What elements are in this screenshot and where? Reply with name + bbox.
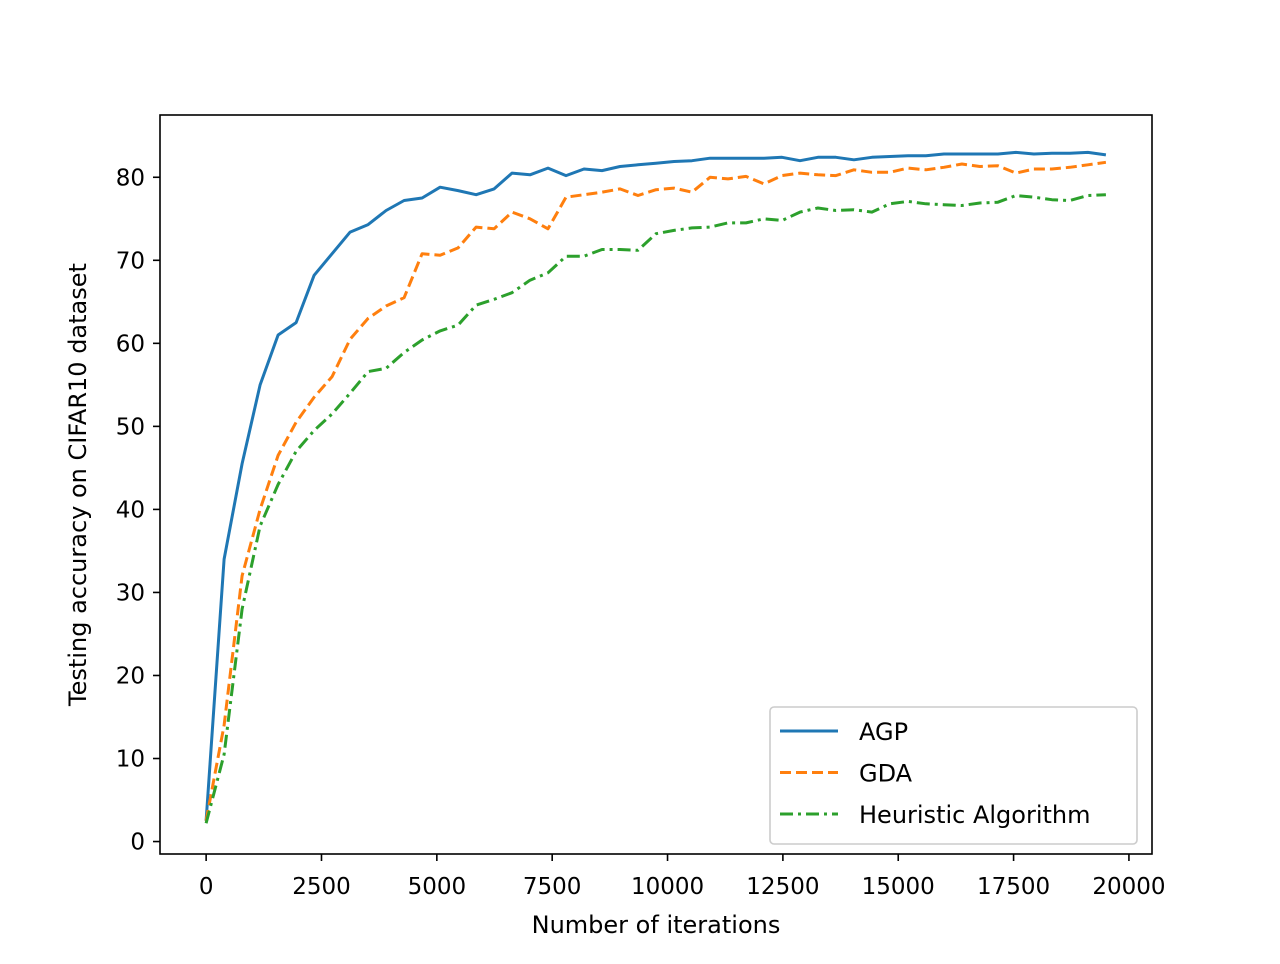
plot-frame bbox=[159, 114, 1153, 855]
x-tick-label: 10000 bbox=[631, 874, 704, 900]
series-line-1 bbox=[204, 150, 1107, 821]
x-tick-label: 17500 bbox=[977, 874, 1050, 900]
legend-label-2: GDA bbox=[859, 760, 913, 788]
y-tick-label: 80 bbox=[116, 165, 145, 191]
y-tick-label: 30 bbox=[116, 580, 145, 606]
legend: AGP GDA Heuristic Algorithm bbox=[769, 706, 1138, 845]
x-tick-label: 15000 bbox=[862, 874, 935, 900]
x-tick-label: 7500 bbox=[523, 874, 582, 900]
legend-label-1: AGP bbox=[859, 718, 908, 746]
series-line-3 bbox=[204, 193, 1106, 824]
x-axis-label: Number of iterations bbox=[532, 911, 781, 939]
x-tick-label: 12500 bbox=[746, 874, 819, 900]
y-tick-label: 40 bbox=[116, 497, 145, 523]
series-lines bbox=[204, 150, 1107, 824]
x-tick-label: 20000 bbox=[1092, 874, 1165, 900]
y-tick-label: 70 bbox=[116, 248, 145, 274]
y-axis-label: Testing accuracy on CIFAR10 dataset bbox=[64, 263, 92, 707]
y-tick-label: 20 bbox=[116, 663, 145, 689]
y-tick-label: 10 bbox=[116, 747, 145, 773]
legend-label-3: Heuristic Algorithm bbox=[859, 801, 1091, 829]
y-tick-label: 60 bbox=[116, 331, 145, 357]
legend-box bbox=[769, 706, 1138, 845]
y-tick-label: 50 bbox=[116, 414, 145, 440]
axis-ticks: 0 2500 5000 7500 10000 12500 15000 17500 20000 0 1… bbox=[116, 165, 1166, 900]
x-tick-label: 2500 bbox=[292, 874, 351, 900]
x-tick-label: 5000 bbox=[408, 874, 467, 900]
series-line-2 bbox=[204, 160, 1107, 822]
x-tick-label: 0 bbox=[199, 874, 214, 900]
y-tick-label: 0 bbox=[130, 830, 145, 856]
